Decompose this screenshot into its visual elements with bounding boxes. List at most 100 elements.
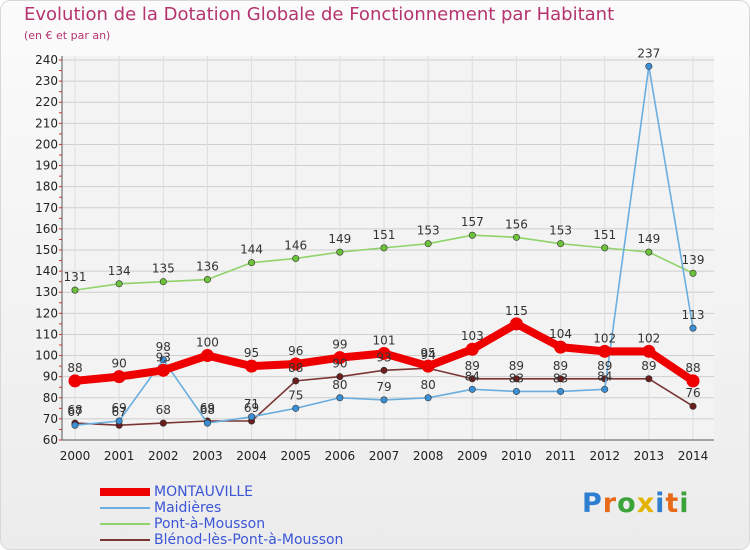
data-point (509, 317, 523, 331)
x-tick-label: 2003 (192, 449, 223, 463)
chart-title: Evolution de la Dotation Globale de Fonc… (24, 4, 615, 25)
data-label: 93 (376, 350, 391, 364)
data-point (512, 387, 520, 395)
data-label: 89 (641, 359, 656, 373)
data-label: 80 (332, 378, 347, 392)
data-point (292, 377, 300, 385)
legend-label-pont-a-mousson: Pont-à-Mousson (154, 516, 266, 532)
proxiti-logo: Proxiti (582, 488, 690, 519)
data-point (557, 387, 565, 395)
data-label: 131 (64, 270, 87, 284)
legend-swatch-montauville (100, 488, 150, 496)
logo-letter: t (665, 488, 680, 519)
data-label: 153 (549, 224, 572, 238)
y-tick-label: 160 (35, 222, 58, 236)
data-label: 83 (509, 371, 524, 385)
data-label: 101 (373, 333, 396, 347)
data-label: 153 (417, 224, 440, 238)
logo-letter: r (602, 488, 618, 519)
data-point (554, 340, 568, 354)
y-tick-label: 200 (35, 137, 58, 151)
x-tick-label: 2006 (325, 449, 356, 463)
legend-label-montauville: MONTAUVILLE (154, 484, 254, 500)
data-point (336, 373, 344, 381)
x-tick-label: 2012 (589, 449, 620, 463)
y-tick-label: 110 (35, 327, 58, 341)
logo-letter: x (636, 488, 656, 519)
y-tick-label: 230 (35, 74, 58, 88)
data-point (380, 396, 388, 404)
data-label: 80 (421, 378, 436, 392)
data-label: 88 (288, 361, 303, 375)
data-point (377, 346, 391, 360)
x-tick-label: 2008 (413, 449, 444, 463)
data-point (468, 375, 476, 383)
data-point (336, 248, 344, 256)
data-label: 151 (373, 228, 396, 242)
y-tick-label: 180 (35, 180, 58, 194)
data-label: 103 (461, 329, 484, 343)
data-label: 237 (637, 46, 660, 60)
data-label: 151 (593, 228, 616, 242)
y-tick-label: 220 (35, 95, 58, 109)
data-point (424, 240, 432, 248)
data-point (289, 357, 303, 371)
data-point (642, 344, 656, 358)
x-tick-label: 2014 (678, 449, 709, 463)
data-point (159, 419, 167, 427)
data-label: 68 (156, 403, 171, 417)
data-point (336, 394, 344, 402)
legend-swatch-blenod (100, 539, 150, 541)
data-label: 95 (421, 346, 436, 360)
data-label: 88 (685, 361, 700, 375)
y-tick-label: 240 (35, 53, 58, 67)
data-point (380, 244, 388, 252)
y-tick-label: 100 (35, 349, 58, 363)
data-label: 76 (685, 386, 700, 400)
x-tick-label: 2001 (104, 449, 135, 463)
data-point (686, 374, 700, 388)
data-label: 84 (597, 369, 612, 383)
y-tick-label: 190 (35, 159, 58, 173)
data-label: 100 (196, 336, 219, 350)
chart-subtitle: (en € et par an) (24, 29, 111, 42)
data-point (468, 385, 476, 393)
data-label: 95 (244, 346, 259, 360)
x-tick-label: 2011 (545, 449, 576, 463)
data-point (200, 349, 214, 363)
data-label: 71 (244, 397, 259, 411)
data-label: 90 (112, 357, 127, 371)
y-tick-label: 80 (43, 391, 58, 405)
data-point (203, 276, 211, 284)
data-point (292, 254, 300, 262)
data-point (248, 413, 256, 421)
data-label: 144 (240, 243, 263, 257)
data-point (645, 62, 653, 70)
data-point (689, 402, 697, 410)
data-label: 135 (152, 262, 175, 276)
data-label: 89 (465, 359, 480, 373)
data-point (156, 363, 170, 377)
data-label: 69 (244, 401, 259, 415)
data-point (421, 359, 435, 373)
data-label: 146 (284, 238, 307, 252)
data-point (424, 394, 432, 402)
data-point (512, 233, 520, 241)
data-point (71, 286, 79, 294)
y-tick-label: 90 (43, 370, 58, 384)
data-point (468, 231, 476, 239)
x-tick-label: 2005 (280, 449, 311, 463)
data-label: 102 (637, 331, 660, 345)
y-tick-label: 210 (35, 116, 58, 130)
data-point (645, 248, 653, 256)
data-point (159, 356, 167, 364)
x-tick-label: 2004 (236, 449, 267, 463)
data-point (601, 385, 609, 393)
data-point (689, 269, 697, 277)
legend-swatch-maidieres (100, 507, 150, 509)
data-label: 67 (67, 405, 82, 419)
data-point (292, 404, 300, 412)
data-label: 69 (112, 401, 127, 415)
data-label: 68 (67, 403, 82, 417)
